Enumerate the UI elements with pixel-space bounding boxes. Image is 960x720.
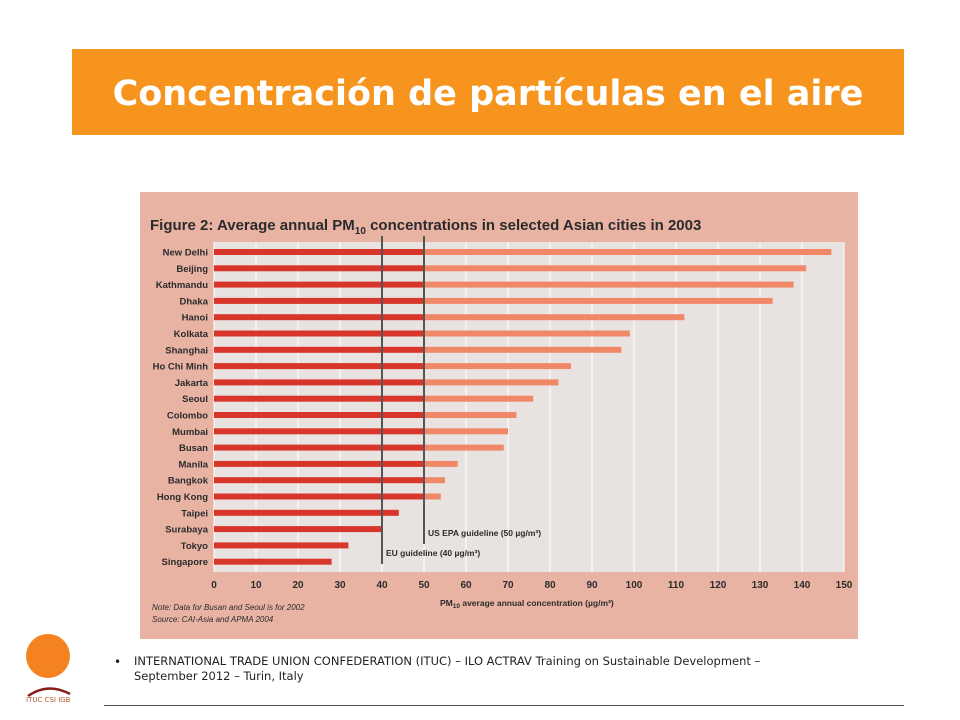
x-axis-label: PM10 average annual concentration (µg/m³…: [440, 598, 614, 610]
x-tick-label: 90: [586, 580, 598, 591]
bar-3: [214, 297, 424, 304]
x-tick-label: 80: [544, 580, 556, 591]
x-tick-label: 110: [668, 580, 685, 591]
chart-panel: Figure 2: Average annual PM10 concentrat…: [140, 192, 858, 639]
bar-13: [214, 460, 424, 467]
bar-18: [214, 542, 349, 549]
bar-extension-8: [424, 379, 559, 386]
category-label: Singapore: [162, 557, 208, 568]
chart-note: Source: CAI-Asia and APMA 2004: [152, 615, 274, 624]
category-label: Shanghai: [165, 345, 208, 356]
category-label: Taipei: [181, 508, 208, 519]
slide-title: Concentración de partículas en el aire: [112, 74, 864, 114]
bar-extension-4: [424, 314, 685, 321]
bar-7: [214, 363, 424, 370]
bar-extension-7: [424, 363, 571, 370]
logo-arc: [27, 687, 71, 698]
x-tick-label: 0: [211, 580, 217, 591]
bar-extension-9: [424, 395, 534, 402]
footer-text: INTERNATIONAL TRADE UNION CONFEDERATION …: [134, 654, 761, 683]
bar-15: [214, 493, 424, 500]
category-label: Dhaka: [179, 296, 208, 307]
bar-19: [214, 558, 332, 565]
category-label: Mumbai: [172, 427, 208, 438]
x-tick-label: 60: [460, 580, 472, 591]
pm10-bar-chart: Figure 2: Average annual PM10 concentrat…: [150, 217, 853, 624]
reference-label-1: US EPA guideline (50 µg/m³): [428, 528, 541, 538]
x-tick-label: 50: [418, 580, 430, 591]
bar-extension-14: [424, 477, 445, 484]
bar-16: [214, 509, 399, 516]
bar-extension-1: [424, 265, 807, 272]
category-label: Surabaya: [165, 525, 208, 536]
category-label: Beijing: [176, 264, 208, 275]
x-tick-label: 100: [626, 580, 643, 591]
bar-2: [214, 281, 424, 288]
category-label: Colombo: [167, 411, 208, 422]
footer-divider: [104, 705, 904, 706]
bar-extension-0: [424, 249, 832, 255]
title-bar: Concentración de partículas en el aire: [72, 49, 904, 135]
x-tick-label: 10: [250, 580, 262, 591]
category-label: Hanoi: [182, 313, 208, 324]
reference-label-0: EU guideline (40 µg/m³): [386, 548, 480, 558]
bar-9: [214, 395, 424, 402]
x-tick-label: 150: [836, 580, 853, 591]
bar-5: [214, 330, 424, 337]
bar-extension-12: [424, 444, 504, 451]
x-tick-label: 130: [752, 580, 769, 591]
bar-14: [214, 477, 424, 484]
bar-6: [214, 346, 424, 353]
bar-extension-11: [424, 428, 508, 435]
bar-extension-6: [424, 346, 622, 353]
bar-0: [214, 249, 424, 255]
x-tick-label: 70: [502, 580, 514, 591]
x-tick-label: 20: [292, 580, 304, 591]
category-label: Seoul: [182, 394, 208, 405]
bar-12: [214, 444, 424, 451]
footer-bullet: •: [114, 655, 122, 669]
x-tick-label: 140: [794, 580, 811, 591]
logo-circle: [26, 634, 70, 678]
category-label: Hong Kong: [157, 492, 208, 503]
x-tick-label: 30: [334, 580, 346, 591]
bar-11: [214, 428, 424, 435]
category-label: Tokyo: [181, 541, 208, 552]
category-label: New Delhi: [163, 248, 208, 259]
x-tick-label: 40: [376, 580, 388, 591]
ituc-logo-icon: [26, 634, 71, 698]
bar-17: [214, 526, 382, 533]
bar-extension-15: [424, 493, 441, 500]
category-label: Ho Chi Minh: [153, 362, 209, 373]
bar-8: [214, 379, 424, 386]
bar-extension-13: [424, 460, 458, 467]
bar-extension-2: [424, 281, 794, 288]
plot-area: [214, 242, 844, 572]
category-label: Bangkok: [168, 476, 209, 487]
category-label: Kathmandu: [156, 280, 208, 291]
bar-4: [214, 314, 424, 321]
bar-extension-5: [424, 330, 630, 337]
bar-extension-3: [424, 297, 773, 304]
chart-title: Figure 2: Average annual PM10 concentrat…: [150, 217, 701, 237]
bar-10: [214, 412, 424, 418]
bar-1: [214, 265, 424, 272]
category-label: Manila: [178, 459, 208, 470]
ituc-logo: [24, 634, 94, 714]
bar-extension-10: [424, 412, 517, 418]
category-label: Busan: [179, 443, 208, 454]
category-label: Jakarta: [175, 378, 209, 389]
category-label: Kolkata: [174, 329, 209, 340]
chart-note: Note: Data for Busan and Seoul is for 20…: [152, 603, 305, 612]
x-tick-label: 120: [710, 580, 727, 591]
logo-label: ITUC CSI IGB: [26, 696, 71, 704]
